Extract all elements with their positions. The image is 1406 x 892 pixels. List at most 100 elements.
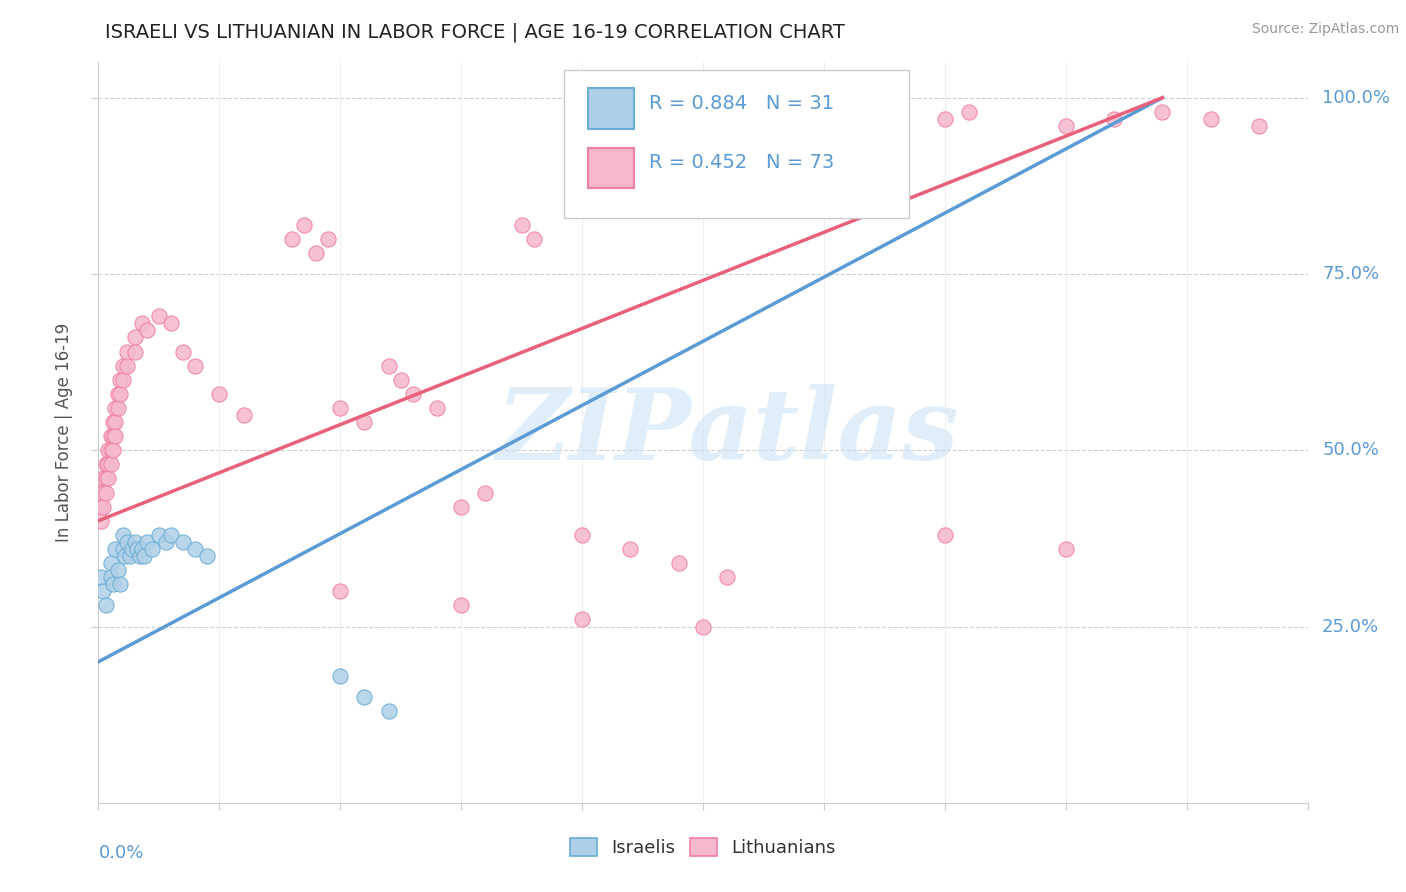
- Point: [934, 112, 956, 126]
- Point: [1152, 104, 1174, 119]
- Point: [97, 471, 120, 485]
- Point: [111, 541, 134, 556]
- Point: [389, 373, 412, 387]
- Point: [107, 563, 129, 577]
- Point: [104, 415, 127, 429]
- Point: [134, 549, 156, 563]
- Point: [571, 528, 593, 542]
- Point: [111, 528, 134, 542]
- Point: [117, 344, 139, 359]
- Point: [160, 316, 183, 330]
- Point: [619, 541, 641, 556]
- Point: [934, 528, 956, 542]
- Point: [97, 458, 120, 472]
- Point: [305, 245, 328, 260]
- Text: 50.0%: 50.0%: [1322, 442, 1379, 459]
- Point: [377, 704, 399, 718]
- Text: 75.0%: 75.0%: [1322, 265, 1379, 283]
- Point: [155, 535, 177, 549]
- Bar: [588, 88, 634, 129]
- Point: [124, 344, 146, 359]
- Point: [450, 599, 472, 613]
- Point: [101, 577, 124, 591]
- Point: [172, 535, 194, 549]
- Point: [131, 541, 153, 556]
- Point: [101, 429, 124, 443]
- Point: [195, 549, 218, 563]
- Point: [127, 541, 149, 556]
- Point: [90, 485, 112, 500]
- FancyBboxPatch shape: [564, 70, 908, 218]
- Point: [97, 443, 120, 458]
- Point: [101, 443, 124, 458]
- Point: [232, 408, 254, 422]
- Point: [128, 549, 150, 563]
- Point: [114, 549, 136, 563]
- Point: [117, 359, 139, 373]
- Point: [148, 310, 170, 324]
- Point: [1054, 541, 1077, 556]
- Text: ISRAELI VS LITHUANIAN IN LABOR FORCE | AGE 16-19 CORRELATION CHART: ISRAELI VS LITHUANIAN IN LABOR FORCE | A…: [105, 22, 845, 42]
- Point: [91, 500, 114, 514]
- Text: 25.0%: 25.0%: [1322, 617, 1379, 635]
- Point: [353, 415, 375, 429]
- Point: [1054, 119, 1077, 133]
- Point: [104, 401, 127, 415]
- Point: [107, 401, 129, 415]
- Point: [668, 556, 690, 570]
- Point: [90, 500, 112, 514]
- Point: [118, 549, 141, 563]
- Point: [107, 387, 129, 401]
- Point: [94, 471, 117, 485]
- Point: [160, 528, 183, 542]
- Point: [111, 373, 134, 387]
- Point: [91, 584, 114, 599]
- Point: [101, 415, 124, 429]
- Point: [100, 570, 122, 584]
- Point: [100, 429, 122, 443]
- Bar: [588, 147, 634, 188]
- Point: [148, 528, 170, 542]
- Point: [353, 690, 375, 704]
- Point: [104, 429, 127, 443]
- Point: [172, 344, 194, 359]
- Point: [523, 232, 546, 246]
- Point: [716, 570, 738, 584]
- Text: 0.0%: 0.0%: [98, 844, 143, 862]
- Point: [108, 373, 131, 387]
- Point: [402, 387, 425, 401]
- Point: [329, 584, 352, 599]
- Point: [111, 359, 134, 373]
- Point: [104, 541, 127, 556]
- Point: [329, 669, 352, 683]
- Point: [108, 387, 131, 401]
- Text: R = 0.452   N = 73: R = 0.452 N = 73: [648, 153, 834, 172]
- Point: [377, 359, 399, 373]
- Text: ZIPatlas: ZIPatlas: [496, 384, 959, 481]
- Point: [329, 401, 352, 415]
- Point: [692, 619, 714, 633]
- Point: [135, 323, 157, 337]
- Point: [281, 232, 304, 246]
- Point: [124, 535, 146, 549]
- Point: [108, 577, 131, 591]
- Text: R = 0.884   N = 31: R = 0.884 N = 31: [648, 94, 834, 112]
- Point: [135, 535, 157, 549]
- Point: [1249, 119, 1271, 133]
- Point: [91, 485, 114, 500]
- Point: [91, 471, 114, 485]
- Point: [184, 359, 207, 373]
- Point: [100, 458, 122, 472]
- Point: [124, 330, 146, 344]
- Point: [184, 541, 207, 556]
- Legend: Israelis, Lithuanians: Israelis, Lithuanians: [562, 830, 844, 864]
- Point: [450, 500, 472, 514]
- Point: [100, 443, 122, 458]
- Point: [957, 104, 980, 119]
- Point: [131, 316, 153, 330]
- Point: [426, 401, 449, 415]
- Point: [90, 570, 112, 584]
- Text: Source: ZipAtlas.com: Source: ZipAtlas.com: [1251, 22, 1399, 37]
- Point: [1199, 112, 1222, 126]
- Point: [510, 218, 533, 232]
